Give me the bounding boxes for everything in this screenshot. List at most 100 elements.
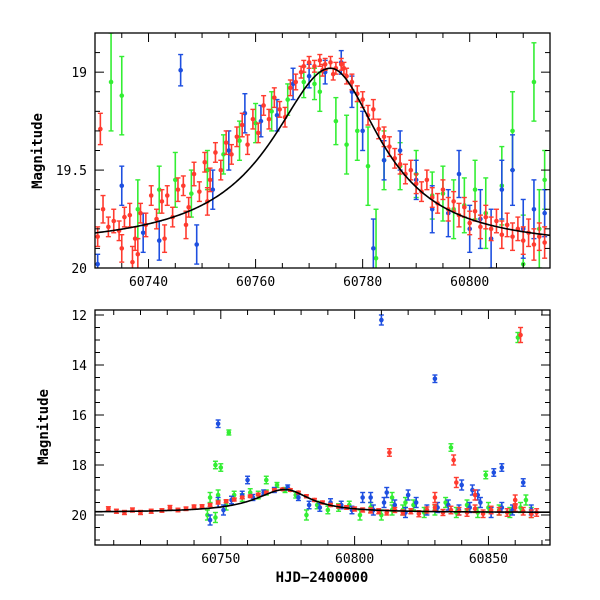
data-point-blue <box>381 496 387 509</box>
data-point-red <box>408 159 414 181</box>
data-point-red <box>164 185 170 207</box>
data-point-red <box>266 108 272 130</box>
data-point-red <box>271 87 277 109</box>
data-point-green <box>333 96 339 146</box>
data-point-green <box>108 33 114 132</box>
data-point-red <box>504 212 510 238</box>
data-point-green <box>237 120 243 161</box>
data-point-green <box>373 208 379 268</box>
data-point-red <box>199 503 205 509</box>
data-point-red <box>239 495 245 500</box>
top-x-tick-label: 60740 <box>129 275 168 290</box>
top-x-tick-label: 60800 <box>450 275 489 290</box>
top-panel: 60740 60760 60780 60800 19 19.5 20 Magnitude <box>30 32 551 290</box>
data-point-blue <box>456 149 462 199</box>
data-point-blue <box>360 110 366 152</box>
data-point-red <box>247 493 253 499</box>
data-point-green <box>218 463 224 472</box>
data-point-green <box>411 499 416 511</box>
top-y-tick-label: 20 <box>71 262 87 277</box>
data-point-red <box>493 208 499 234</box>
bottom-model-curve <box>95 488 550 513</box>
data-point-red <box>138 202 143 224</box>
data-point-blue <box>510 134 516 207</box>
data-point-red <box>520 226 526 255</box>
data-point-red <box>432 503 438 512</box>
data-point-red <box>111 208 117 234</box>
data-point-red <box>148 185 154 207</box>
data-point-blue <box>95 253 101 268</box>
top-x-tick-label: 60780 <box>343 275 382 290</box>
data-point-green <box>226 429 232 436</box>
data-point-red <box>488 216 494 242</box>
data-point-green <box>220 134 226 175</box>
data-point-blue <box>368 491 374 504</box>
data-point-red <box>215 500 221 505</box>
data-point-red <box>234 126 240 148</box>
data-point-blue <box>459 479 465 491</box>
data-point-red <box>196 181 202 203</box>
bottom-y-tick-label: 20 <box>71 509 87 524</box>
data-point-blue <box>413 496 419 509</box>
data-point-red <box>360 91 366 109</box>
data-point-red <box>127 202 133 228</box>
data-point-red <box>317 53 323 67</box>
bottom-x-axis-title: HJD−2400000 <box>276 570 369 586</box>
data-point-green <box>119 55 125 136</box>
data-point-green <box>212 460 218 470</box>
top-axes: 60740 60760 60780 60800 19 19.5 20 <box>56 32 551 290</box>
data-point-red <box>95 226 101 248</box>
data-point-red <box>245 134 251 156</box>
data-point-red <box>202 151 208 173</box>
data-point-red <box>159 188 165 214</box>
data-point-red <box>105 216 111 238</box>
data-point-red <box>218 159 224 181</box>
data-point-green <box>274 481 280 489</box>
data-point-red <box>223 130 229 156</box>
bottom-y-axis-title: Magnitude <box>36 389 52 465</box>
data-point-green <box>263 475 269 485</box>
data-point-red <box>207 167 213 193</box>
bottom-axes: 60750 60800 60850 12 14 16 18 20 <box>71 309 551 567</box>
data-point-blue <box>317 503 323 512</box>
data-point-red <box>451 190 457 212</box>
data-point-red <box>135 237 141 268</box>
data-point-blue <box>405 489 411 501</box>
data-point-blue <box>499 159 505 220</box>
data-point-red <box>510 222 516 252</box>
data-point-red <box>154 208 160 230</box>
data-point-red <box>311 59 317 73</box>
top-plot-area <box>95 33 550 268</box>
data-point-red <box>180 175 186 197</box>
data-point-red <box>212 141 218 163</box>
bottom-x-tick-label: 60850 <box>469 552 508 567</box>
bottom-data-layer <box>95 314 550 526</box>
data-point-red <box>229 143 234 165</box>
data-point-blue <box>306 500 312 510</box>
data-point-blue <box>491 468 497 477</box>
data-point-red <box>261 94 267 116</box>
data-point-red <box>162 224 168 254</box>
data-point-red <box>231 497 237 502</box>
data-point-red <box>472 489 478 501</box>
bottom-x-tick-label: 60750 <box>201 552 240 567</box>
data-point-red <box>129 245 135 268</box>
top-x-tick-label: 60760 <box>236 275 275 290</box>
data-point-red <box>453 476 459 489</box>
data-point-green <box>531 42 537 122</box>
data-point-blue <box>432 374 438 384</box>
data-point-blue <box>226 130 232 171</box>
data-point-red <box>402 163 408 185</box>
data-point-red <box>97 112 103 146</box>
bottom-y-tick-label: 18 <box>71 459 87 474</box>
data-point-red <box>132 226 138 252</box>
data-point-red <box>512 494 518 506</box>
data-point-red <box>191 504 197 509</box>
data-point-red <box>175 177 181 203</box>
data-point-red <box>477 214 483 240</box>
top-y-axis-title: Magnitude <box>30 113 46 189</box>
data-point-red <box>386 448 392 457</box>
data-point-red <box>287 79 293 97</box>
bottom-x-tick-label: 60800 <box>335 552 374 567</box>
